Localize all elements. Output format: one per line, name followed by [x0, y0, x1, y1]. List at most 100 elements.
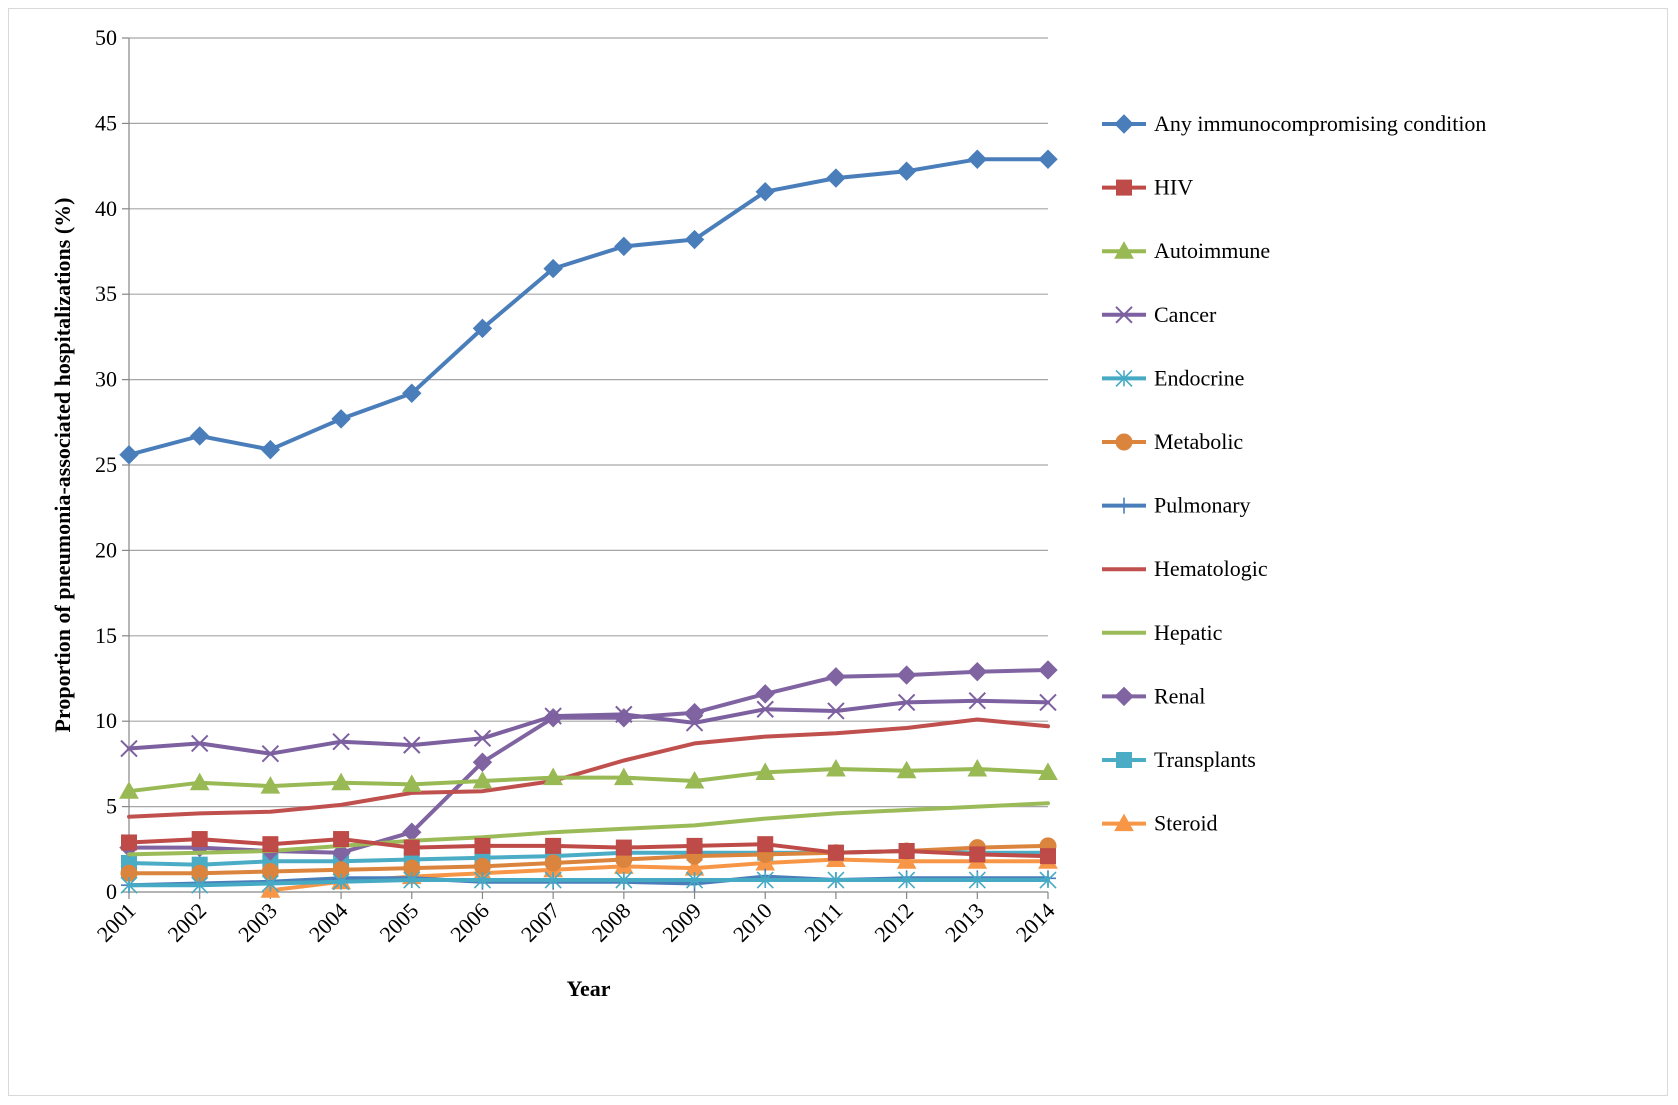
x-tick-label-2006: 2006: [445, 898, 494, 947]
x-tick-label-2008: 2008: [587, 898, 636, 947]
legend-marker-any-immunocompromising-condition: [1114, 114, 1134, 134]
x-tick-label-2007: 2007: [516, 898, 565, 947]
series-line-hematologic: [127, 717, 1050, 819]
point-cancer-2002: [190, 734, 209, 753]
legend-label-metabolic: Metabolic: [1154, 429, 1243, 454]
x-axis-title: Year: [567, 976, 611, 1001]
point-any-immunocompromising-condition-2002: [189, 426, 210, 446]
legend-marker-endocrine: [1115, 369, 1133, 387]
point-cancer-2009: [685, 714, 704, 732]
point-hiv-2003: [262, 836, 279, 853]
point-autoimmune-2010: [755, 762, 776, 780]
point-endocrine-2012: [898, 871, 916, 889]
point-hiv-2001: [121, 834, 137, 851]
point-hiv-2006: [474, 837, 491, 854]
series-line-hepatic: [127, 801, 1050, 857]
point-hiv-2013: [969, 846, 986, 863]
point-any-immunocompromising-condition-2013: [967, 149, 988, 169]
point-autoimmune-2005: [401, 774, 422, 792]
series-line-cancer: [127, 698, 1050, 756]
legend-item-endocrine: Endocrine: [1102, 365, 1244, 390]
series-autoimmune: [119, 759, 1058, 799]
y-tick-label-40: 40: [95, 196, 117, 221]
point-renal-2010: [755, 684, 775, 704]
legend-item-pulmonary: Pulmonary: [1102, 493, 1251, 518]
point-cancer-2008: [615, 705, 633, 724]
legend-item-steroid: Steroid: [1102, 811, 1218, 836]
legend-item-hematologic: Hematologic: [1102, 556, 1268, 581]
point-endocrine-2009: [685, 871, 704, 889]
point-renal-2009: [684, 702, 705, 723]
point-any-immunocompromising-condition-2014: [1038, 149, 1058, 169]
point-steroid-2012: [896, 851, 917, 869]
point-hiv-2002: [191, 831, 208, 848]
legend-label-transplants: Transplants: [1154, 747, 1256, 772]
point-endocrine-2014: [1039, 871, 1057, 889]
point-hiv-2014: [1040, 848, 1056, 865]
series-hematologic: [127, 717, 1050, 819]
legend-item-hepatic: Hepatic: [1102, 620, 1223, 645]
point-endocrine-2011: [827, 871, 845, 889]
x-tick-label-2012: 2012: [869, 898, 918, 947]
x-tick-label-2014: 2014: [1011, 898, 1060, 947]
series-line-steroid: [268, 857, 1050, 893]
point-hiv-2007: [545, 837, 562, 854]
point-metabolic-2007: [544, 854, 562, 872]
point-renal-2012: [896, 665, 917, 685]
x-tick-label-2009: 2009: [657, 898, 706, 947]
legend-marker-hiv: [1116, 179, 1132, 196]
point-renal-2011: [826, 667, 846, 687]
x-tick-label-2010: 2010: [728, 898, 777, 947]
series-endocrine: [120, 871, 1057, 894]
point-endocrine-2013: [968, 871, 986, 889]
x-tick-label-2002: 2002: [162, 898, 211, 947]
point-hiv-2009: [686, 837, 703, 854]
point-any-immunocompromising-condition-2009: [684, 229, 705, 250]
point-autoimmune-2012: [896, 760, 917, 779]
x-tick-label-2004: 2004: [304, 898, 353, 947]
series-lines: [119, 149, 1058, 898]
point-any-immunocompromising-condition-2006: [472, 318, 493, 339]
legend-label-pulmonary: Pulmonary: [1154, 493, 1251, 518]
legend-marker-renal: [1114, 686, 1134, 707]
point-endocrine-2002: [191, 876, 209, 894]
x-tick-label-2003: 2003: [233, 898, 282, 947]
point-autoimmune-2006: [472, 770, 493, 789]
point-cancer-2004: [332, 732, 350, 751]
legend-label-steroid: Steroid: [1154, 811, 1218, 836]
legend-label-hiv: HIV: [1154, 175, 1193, 200]
point-autoimmune-2002: [189, 772, 210, 791]
series-line-endocrine: [127, 878, 1050, 888]
point-hiv-2005: [403, 839, 420, 856]
y-axis-title: Proportion of pneumonia-associated hospi…: [50, 198, 75, 733]
legend-marker-metabolic: [1115, 433, 1133, 451]
legend-item-renal: Renal: [1102, 683, 1205, 708]
point-endocrine-2001: [120, 876, 138, 894]
y-tick-label-35: 35: [95, 281, 117, 306]
legend-label-hepatic: Hepatic: [1154, 620, 1223, 645]
legend-label-hematologic: Hematologic: [1154, 556, 1268, 581]
legend-label-any-immunocompromising-condition: Any immunocompromising condition: [1154, 111, 1486, 136]
point-cancer-2001: [120, 739, 138, 758]
point-endocrine-2004: [332, 873, 350, 891]
series-hepatic: [127, 801, 1050, 857]
legend-label-autoimmune: Autoimmune: [1154, 238, 1270, 263]
legend-item-transplants: Transplants: [1102, 747, 1256, 772]
x-tick-label-2005: 2005: [375, 898, 424, 947]
point-renal-2014: [1038, 660, 1058, 680]
point-hiv-2012: [898, 843, 915, 860]
point-any-immunocompromising-condition-2011: [826, 168, 846, 188]
point-autoimmune-2013: [967, 759, 988, 777]
grid-lines: [129, 37, 1048, 808]
legend-label-cancer: Cancer: [1154, 302, 1217, 327]
x-tick-label-2011: 2011: [799, 898, 847, 946]
point-endocrine-2006: [473, 871, 492, 889]
legend-item-any-immunocompromising-condition: Any immunocompromising condition: [1102, 111, 1486, 136]
point-autoimmune-2008: [613, 767, 634, 786]
point-hiv-2010: [757, 836, 774, 853]
point-any-immunocompromising-condition-2001: [119, 445, 139, 465]
chart-frame: 0 5 10 15 20 25 30 35 40 45 50 2001 2002 2003 2004 2005…: [8, 8, 1668, 1096]
legend-item-metabolic: Metabolic: [1102, 429, 1243, 454]
point-hiv-2011: [827, 844, 844, 861]
point-autoimmune-2003: [260, 776, 281, 794]
